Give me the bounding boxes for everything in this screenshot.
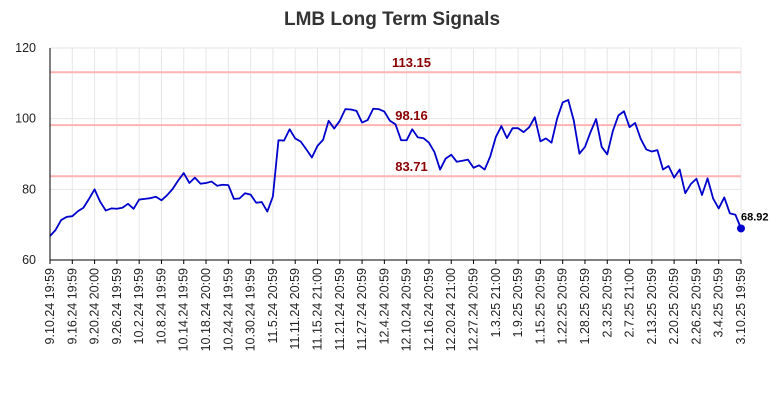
x-tick-label: 2.26.25 20:59 xyxy=(689,268,703,345)
x-tick-label: 11.5.24 20:59 xyxy=(266,268,280,344)
axes: 60 80 100 120 9.10.24 19:59 9.16.24 19:59 9.20… xyxy=(15,41,748,351)
chart-title: LMB Long Term Signals xyxy=(284,9,500,30)
x-tick-label: 3.10.25 19:59 xyxy=(734,268,748,345)
price-series xyxy=(49,99,745,237)
x-tick-label: 12.20.24 21:00 xyxy=(444,268,458,351)
x-tick-label: 12.10.24 20:59 xyxy=(400,268,414,351)
x-tick-label: 11.27.24 20:59 xyxy=(355,268,369,351)
last-value-label: 68.92 xyxy=(741,211,769,223)
price-line xyxy=(49,99,742,237)
x-tick-label: 9.16.24 19:59 xyxy=(65,268,79,345)
x-tick-label: 1.28.25 20:59 xyxy=(578,268,592,345)
x-tick-label: 12.16.24 20:59 xyxy=(422,268,436,351)
x-tick-label: 10.14.24 19:59 xyxy=(177,268,191,351)
x-tick-label: 10.24.24 19:59 xyxy=(221,268,235,351)
y-tick-label: 120 xyxy=(15,41,36,55)
grid xyxy=(49,47,742,261)
level-label: 113.15 xyxy=(392,55,431,70)
last-point-marker xyxy=(737,224,745,233)
x-tick-label: 2.3.25 20:59 xyxy=(600,268,614,338)
y-tick-label: 60 xyxy=(22,253,36,267)
x-tick-label: 1.22.25 20:59 xyxy=(556,268,570,345)
labels: 113.15 98.16 83.71 68.92 xyxy=(392,55,769,223)
x-tick-label: 9.10.24 19:59 xyxy=(43,268,57,345)
level-label: 98.16 xyxy=(395,108,428,123)
x-tick-label: 10.8.24 19:59 xyxy=(154,268,168,345)
x-tick-label: 2.7.25 21:00 xyxy=(623,268,637,338)
y-tick-label: 100 xyxy=(15,112,36,126)
x-tick-label: 2.20.25 20:59 xyxy=(667,268,681,345)
x-tick-label: 12.4.24 20:59 xyxy=(377,268,391,345)
x-tick-label: 1.3.25 21:00 xyxy=(489,268,503,338)
x-tick-label: 11.15.24 21:00 xyxy=(310,268,324,351)
x-tick-label: 9.20.24 20:00 xyxy=(88,268,102,345)
y-tick-label: 80 xyxy=(22,182,36,196)
x-tick-label: 10.2.24 19:59 xyxy=(132,268,146,345)
x-tick-label: 10.18.24 20:00 xyxy=(199,268,213,351)
x-tick-label: 1.9.25 20:59 xyxy=(511,268,525,338)
level-label: 83.71 xyxy=(395,159,428,174)
x-tick-label: 12.27.24 20:59 xyxy=(467,268,481,351)
x-tick-label: 1.15.25 20:59 xyxy=(533,268,547,345)
x-tick-label: 10.30.24 19:59 xyxy=(244,268,258,351)
x-tick-label: 3.4.25 20:59 xyxy=(712,268,726,338)
x-tick-label: 9.26.24 19:59 xyxy=(110,268,124,345)
x-tick-label: 11.11.24 20:59 xyxy=(288,268,302,350)
x-tick-label: 2.13.25 20:59 xyxy=(645,268,659,345)
x-tick-label: 11.21.24 20:59 xyxy=(333,268,347,351)
